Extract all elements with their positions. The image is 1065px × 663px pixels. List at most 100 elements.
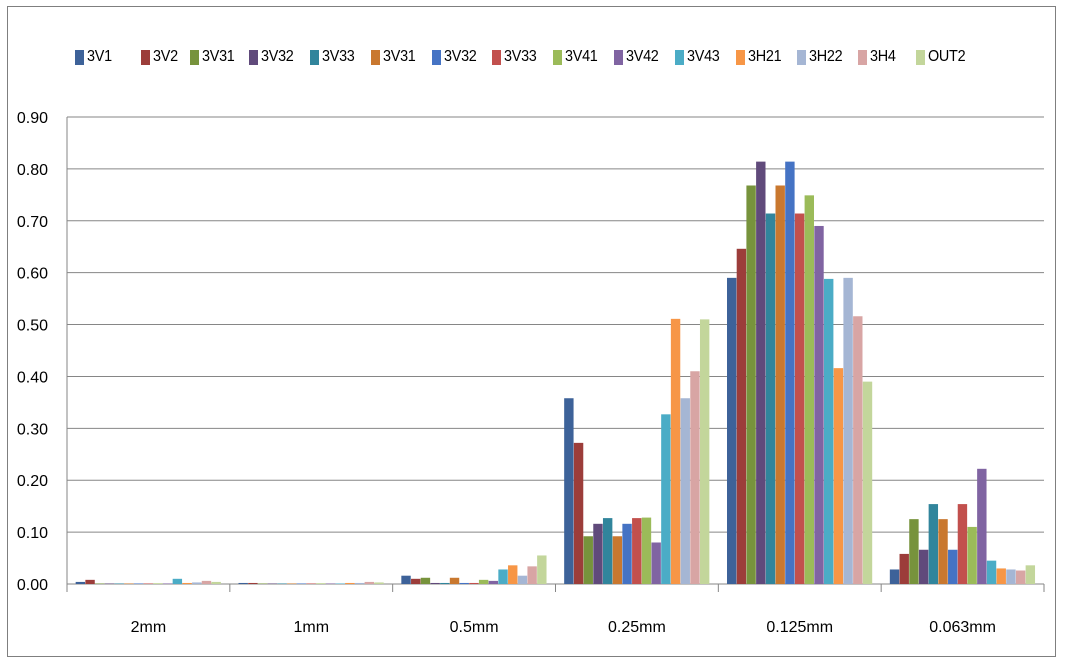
- bar: [316, 583, 326, 584]
- legend-swatch: [675, 49, 684, 65]
- legend-swatch: [797, 49, 806, 65]
- bar: [95, 583, 105, 584]
- y-tick-label: 0.40: [17, 369, 48, 386]
- legend-swatch: [736, 49, 745, 65]
- x-tick-label: 0.125mm: [766, 619, 833, 636]
- bar: [736, 248, 747, 584]
- legend-swatch: [310, 49, 319, 65]
- bar: [248, 582, 258, 584]
- bar: [651, 542, 661, 584]
- bar: [967, 526, 977, 584]
- legend-item: 3V33: [310, 46, 358, 68]
- bar: [287, 583, 297, 584]
- bar: [765, 213, 776, 584]
- x-tick-label: 2mm: [131, 619, 167, 636]
- bar: [449, 577, 460, 584]
- bar: [1015, 570, 1026, 584]
- legend-label: 3V31: [202, 48, 235, 65]
- legend-item: 3V2: [141, 46, 181, 68]
- legend-label: 3V41: [565, 48, 598, 65]
- bar: [843, 277, 853, 584]
- bar: [690, 371, 700, 584]
- chart-legend: 3V1 3V2 3V31 3V32 3V33 3V31 3V32 3V33 3V41 3V42 3V…: [62, 0, 1042, 100]
- bar: [478, 579, 489, 584]
- bar: [756, 161, 766, 584]
- legend-label: 3V31: [383, 48, 416, 65]
- y-tick-label: 0.50: [17, 318, 48, 335]
- bar: [133, 583, 144, 584]
- bar: [488, 580, 499, 584]
- bar: [498, 569, 508, 584]
- chart-frame: [7, 6, 1056, 657]
- bar: [814, 225, 824, 584]
- bar: [986, 560, 997, 584]
- bar: [641, 517, 652, 584]
- bar: [996, 568, 1006, 584]
- y-tick-label: 0.70: [17, 214, 48, 231]
- bar: [267, 583, 277, 584]
- y-tick-label: 0.60: [17, 266, 48, 283]
- bar: [153, 583, 163, 584]
- legend-item: 3V43: [675, 46, 723, 68]
- x-tick-label: 1mm: [293, 619, 329, 636]
- legend-item: 3H22: [797, 46, 846, 68]
- bar: [632, 518, 642, 584]
- bar: [593, 523, 603, 584]
- bar: [143, 583, 153, 584]
- legend-item: 3H4: [858, 46, 898, 68]
- bar: [794, 213, 805, 584]
- bar: [824, 278, 834, 584]
- bar: [909, 519, 919, 584]
- bar: [162, 583, 173, 584]
- legend-item: 3H21: [736, 46, 785, 68]
- y-tick-label: 0.80: [17, 162, 48, 179]
- bar: [114, 583, 124, 584]
- y-tick-label: 0.90: [17, 110, 48, 127]
- bar: [345, 582, 355, 584]
- x-tick-label: 0.5mm: [450, 619, 499, 636]
- bar: [211, 581, 221, 584]
- bar: [928, 504, 939, 584]
- legend-swatch: [492, 49, 501, 65]
- legend-item: 3V31: [371, 46, 419, 68]
- legend-swatch: [614, 49, 623, 65]
- y-tick-label: 0.00: [17, 577, 48, 594]
- bar: [420, 577, 431, 584]
- legend-item: 3V42: [614, 46, 662, 68]
- bar: [537, 555, 547, 584]
- legend-item: 3V32: [432, 46, 480, 68]
- bar: [957, 504, 968, 584]
- bar: [977, 468, 987, 584]
- bar: [517, 575, 528, 584]
- bar: [75, 581, 86, 584]
- legend-swatch: [371, 49, 380, 65]
- legend-item: 3V32: [249, 46, 297, 68]
- legend-label: 3V43: [687, 48, 720, 65]
- bar: [833, 368, 844, 584]
- bar: [238, 582, 248, 584]
- bar: [948, 549, 958, 584]
- bar: [622, 523, 632, 584]
- bar: [564, 398, 574, 584]
- bar: [277, 583, 287, 584]
- bar: [411, 578, 421, 584]
- bar: [583, 536, 593, 584]
- bar: [430, 582, 440, 584]
- legend-swatch: [858, 49, 867, 65]
- bar: [374, 582, 384, 584]
- bar: [124, 583, 134, 584]
- legend-label: 3V33: [504, 48, 537, 65]
- bar: [469, 582, 479, 584]
- bar: [680, 398, 690, 584]
- bar: [257, 583, 268, 584]
- bar: [918, 549, 929, 584]
- bar: [853, 316, 863, 584]
- bar: [899, 553, 909, 584]
- bar: [727, 277, 737, 584]
- bar: [527, 566, 537, 584]
- legend-label: 3H21: [748, 48, 782, 65]
- bar: [364, 581, 374, 584]
- bar: [573, 442, 584, 584]
- legend-swatch: [553, 49, 562, 65]
